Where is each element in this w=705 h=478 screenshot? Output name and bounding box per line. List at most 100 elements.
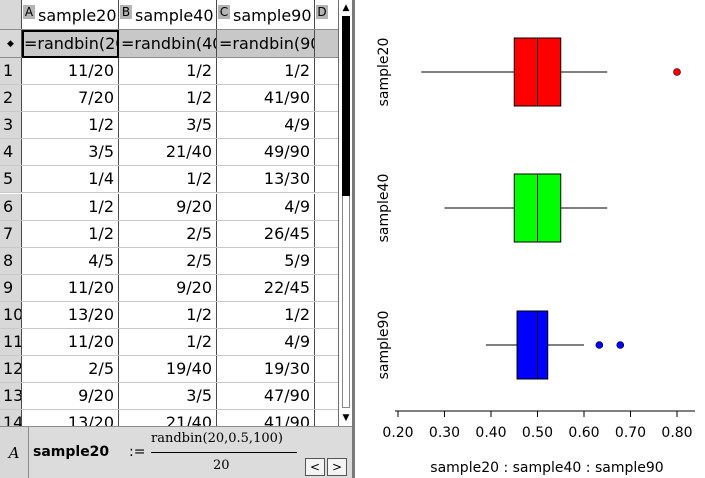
pane-divider[interactable] — [352, 0, 355, 478]
scroll-down-arrow-icon[interactable]: ▼ — [342, 413, 350, 423]
row-index[interactable]: 12 — [0, 356, 22, 383]
formula-cell-c[interactable]: =randbin(90, — [217, 30, 315, 57]
table-cell[interactable]: 4/5 — [22, 247, 119, 274]
scroll-up-arrow-icon[interactable]: ▲ — [342, 3, 350, 13]
table-cell[interactable] — [315, 85, 338, 112]
previous-entry-button[interactable]: < — [305, 458, 325, 476]
column-header-d[interactable]: D — [315, 0, 338, 29]
table-cell[interactable]: 2/5 — [22, 356, 119, 383]
table-cell[interactable] — [315, 112, 338, 139]
table-cell[interactable]: 1/4 — [22, 166, 119, 193]
table-cell[interactable]: 5/9 — [217, 247, 315, 274]
table-cell[interactable]: 13/20 — [22, 301, 119, 328]
corner-cell[interactable] — [0, 0, 22, 29]
column-header-b[interactable]: B sample40 — [119, 0, 217, 29]
table-cell[interactable] — [315, 329, 338, 355]
column-name: sample20 — [38, 6, 117, 25]
table-cell[interactable]: 19/40 — [119, 356, 217, 383]
formula-row: ◆ =randbin(20, =randbin(40, =randbin(90, — [0, 30, 338, 58]
row-index[interactable]: 1 — [0, 58, 22, 84]
table-cell[interactable]: 1/2 — [217, 58, 315, 84]
table-cell[interactable]: 22/45 — [217, 274, 315, 301]
table-cell[interactable]: 1/2 — [22, 220, 119, 247]
row-index[interactable]: 9 — [0, 274, 22, 301]
table-cell[interactable]: 1/2 — [217, 301, 315, 328]
table-cell[interactable] — [315, 410, 338, 426]
entry-assign-operator: := — [129, 444, 146, 460]
box-plot-chart[interactable]: sample20 sample40 sample90 0.20 0.30 0.40 0.50… — [355, 0, 705, 478]
table-cell[interactable] — [315, 274, 338, 301]
next-entry-button[interactable]: > — [327, 458, 347, 476]
table-cell[interactable]: 21/40 — [119, 410, 217, 426]
table-cell[interactable]: 2/5 — [119, 247, 217, 274]
table-cell[interactable]: 4/9 — [217, 329, 315, 355]
table-cell[interactable]: 2/5 — [119, 220, 217, 247]
table-cell[interactable] — [315, 166, 338, 193]
row-index[interactable]: 8 — [0, 247, 22, 274]
table-cell[interactable] — [315, 220, 338, 247]
table-cell[interactable]: 3/5 — [119, 383, 217, 410]
table-cell[interactable]: 1/2 — [22, 112, 119, 139]
table-cell[interactable]: 9/20 — [119, 193, 217, 220]
scrollbar-thumb[interactable] — [342, 16, 350, 196]
table-cell[interactable] — [315, 193, 338, 220]
entry-formula-field[interactable]: sample20 := randbin(20,0.5,100) 20 < > — [29, 427, 352, 478]
table-cell[interactable]: 47/90 — [217, 383, 315, 410]
table-cell[interactable]: 11/20 — [22, 58, 119, 84]
row-index[interactable]: 2 — [0, 85, 22, 112]
table-cell[interactable]: 49/90 — [217, 139, 315, 166]
table-row: 14 13/20 21/40 41/90 — [0, 410, 338, 426]
table-cell[interactable]: 41/90 — [217, 410, 315, 426]
formula-cell-d[interactable] — [315, 30, 338, 57]
fraction-denominator: 20 — [213, 458, 230, 473]
table-cell[interactable]: 7/20 — [22, 85, 119, 112]
table-row: 8 4/5 2/5 5/9 — [0, 247, 338, 275]
entry-column-marker: A — [0, 427, 29, 478]
table-cell[interactable]: 3/5 — [22, 139, 119, 166]
vertical-scrollbar[interactable]: ▲ ▼ — [338, 0, 352, 426]
table-cell[interactable]: 9/20 — [22, 383, 119, 410]
table-cell[interactable]: 9/20 — [119, 274, 217, 301]
row-index[interactable]: 6 — [0, 193, 22, 220]
row-index[interactable]: 13 — [0, 383, 22, 410]
table-cell[interactable]: 21/40 — [119, 139, 217, 166]
row-index[interactable]: 5 — [0, 166, 22, 193]
row-index[interactable]: 11 — [0, 329, 22, 355]
table-cell[interactable]: 41/90 — [217, 85, 315, 112]
table-cell[interactable] — [315, 58, 338, 84]
table-cell[interactable] — [315, 356, 338, 383]
table-cell[interactable]: 4/9 — [217, 193, 315, 220]
formula-cell-b[interactable]: =randbin(40, — [119, 30, 217, 57]
table-cell[interactable] — [315, 139, 338, 166]
column-header-row: A sample20 B sample40 C sample90 D — [0, 0, 338, 30]
row-index[interactable]: 14 — [0, 410, 22, 426]
column-header-a[interactable]: A sample20 — [22, 0, 119, 29]
table-cell[interactable]: 1/2 — [119, 329, 217, 355]
table-cell[interactable]: 26/45 — [217, 220, 315, 247]
table-cell[interactable]: 4/9 — [217, 112, 315, 139]
entry-variable-name: sample20 — [33, 444, 110, 460]
table-cell[interactable]: 1/2 — [119, 85, 217, 112]
table-cell[interactable]: 1/2 — [119, 301, 217, 328]
table-cell[interactable] — [315, 301, 338, 328]
column-letter: B — [120, 5, 132, 19]
table-cell[interactable]: 3/5 — [119, 112, 217, 139]
table-cell[interactable] — [315, 383, 338, 410]
row-index[interactable]: 10 — [0, 301, 22, 328]
table-cell[interactable]: 19/30 — [217, 356, 315, 383]
table-cell[interactable]: 1/2 — [119, 58, 217, 84]
column-header-c[interactable]: C sample90 — [217, 0, 315, 29]
table-cell[interactable]: 1/2 — [119, 166, 217, 193]
table-cell[interactable]: 13/20 — [22, 410, 119, 426]
table-row: 1 11/20 1/2 1/2 — [0, 58, 338, 85]
table-cell[interactable]: 11/20 — [22, 329, 119, 355]
table-cell[interactable]: 11/20 — [22, 274, 119, 301]
table-cell[interactable] — [315, 247, 338, 274]
x-tick-label: 0.60 — [568, 425, 599, 441]
row-index[interactable]: 3 — [0, 112, 22, 139]
row-index[interactable]: 4 — [0, 139, 22, 166]
row-index[interactable]: 7 — [0, 220, 22, 247]
formula-cell-a[interactable]: =randbin(20, — [22, 30, 119, 57]
table-cell[interactable]: 13/30 — [217, 166, 315, 193]
table-cell[interactable]: 1/2 — [22, 193, 119, 220]
